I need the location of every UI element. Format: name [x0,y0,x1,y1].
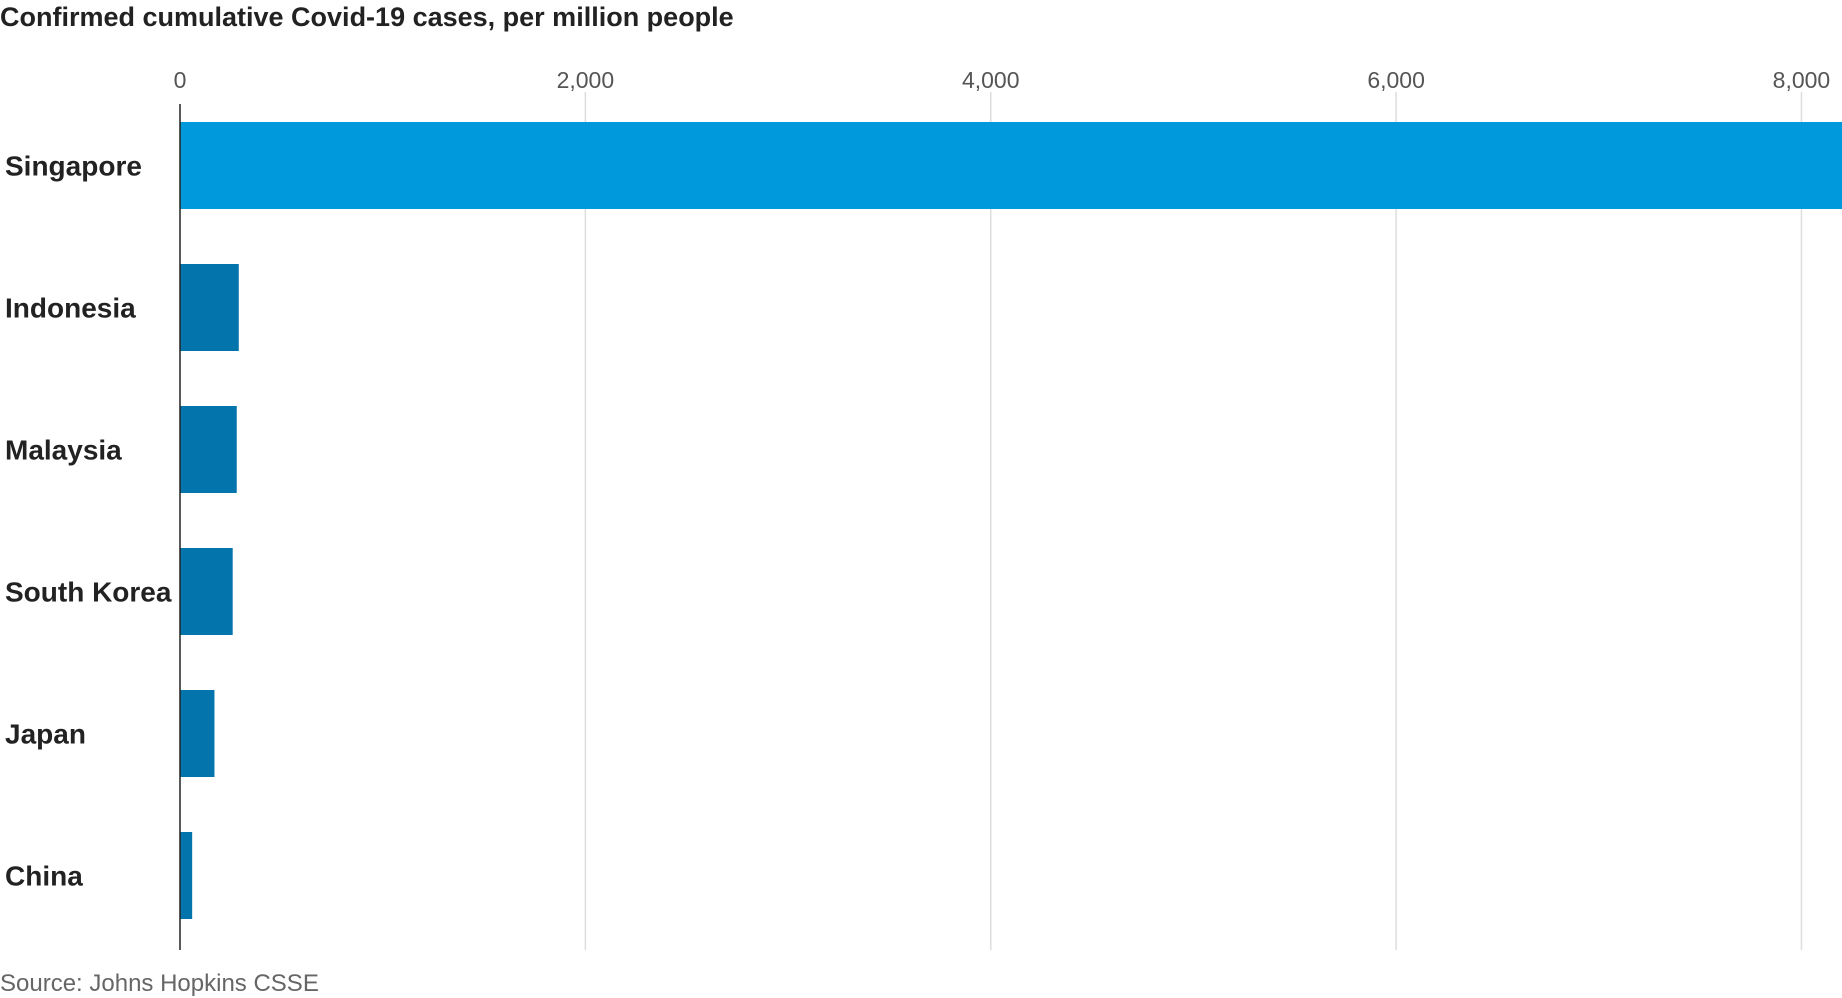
bars [180,122,1842,919]
bar [180,832,193,919]
bar [180,122,1842,209]
x-tick-label: 8,000 [1773,67,1831,93]
x-axis-ticks: 0 2,000 4,000 6,000 8,000 [174,67,1831,93]
gridlines [584,92,1803,950]
source-note: Source: Johns Hopkins CSSE [0,970,319,997]
bar [180,548,233,635]
x-tick-label: 2,000 [557,67,615,93]
bar [180,690,215,777]
x-tick-label: 0 [174,67,187,93]
category-label: Indonesia [5,293,136,324]
bar [180,264,239,351]
x-tick-label: 6,000 [1367,67,1425,93]
bar [180,406,237,493]
category-label: Japan [5,719,86,750]
category-labels: Singapore Indonesia Malaysia South Korea Jap… [5,151,172,892]
category-label: Singapore [5,151,142,182]
category-label: South Korea [5,577,172,608]
category-label: Malaysia [5,435,122,466]
category-label: China [5,861,83,892]
x-tick-label: 4,000 [962,67,1020,93]
chart-title: Confirmed cumulative Covid-19 cases, per… [0,2,734,32]
